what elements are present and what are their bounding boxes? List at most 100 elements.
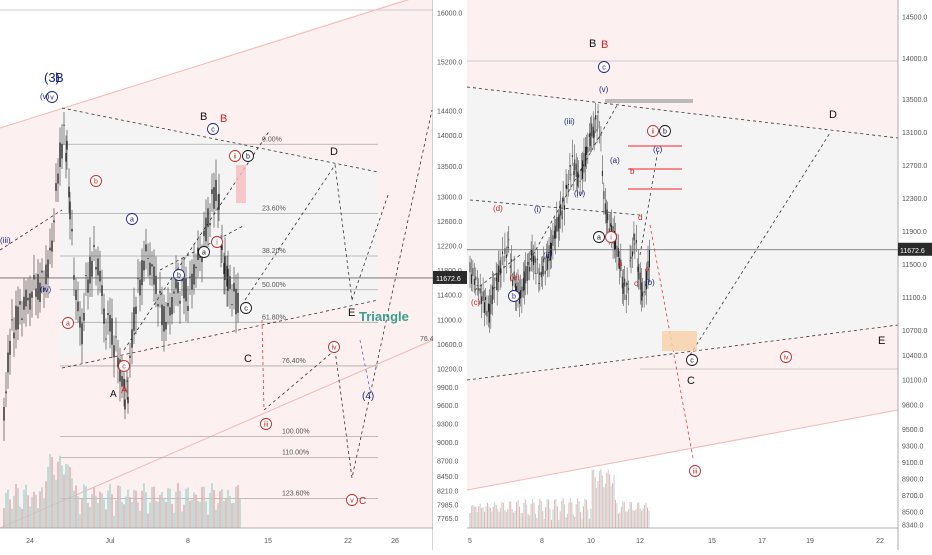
volume-bar bbox=[604, 483, 606, 528]
volume-bar bbox=[235, 486, 237, 528]
wave-B-label: B bbox=[200, 111, 207, 123]
candle-body bbox=[83, 312, 85, 321]
volume-bar bbox=[199, 502, 201, 528]
candle-body bbox=[525, 266, 527, 284]
right-time-tick: 17 bbox=[758, 538, 766, 545]
volume-bar bbox=[191, 499, 193, 528]
left-price-tick: 8210.0 bbox=[437, 489, 459, 496]
candle-body bbox=[626, 283, 628, 286]
candle-body bbox=[68, 186, 70, 198]
candle-body bbox=[544, 270, 546, 275]
candle-body bbox=[550, 243, 552, 256]
candle-body bbox=[66, 140, 68, 150]
candle-body bbox=[495, 277, 497, 282]
candle-body bbox=[620, 259, 622, 271]
volume-bar bbox=[492, 506, 494, 528]
wave-circle bbox=[46, 91, 58, 103]
volume-bar bbox=[25, 484, 27, 528]
wave-d-label: (d) bbox=[493, 204, 503, 213]
candle-body bbox=[153, 266, 155, 285]
volume-bar bbox=[622, 500, 624, 528]
volume-bar bbox=[147, 513, 149, 528]
candle-body bbox=[570, 174, 572, 176]
candle-body bbox=[622, 282, 624, 294]
candle-body bbox=[642, 292, 644, 297]
candle-body bbox=[494, 287, 496, 289]
candle-body bbox=[575, 163, 577, 177]
volume-bar bbox=[9, 499, 11, 528]
wave-e2-label: e bbox=[645, 265, 650, 274]
volume-bar bbox=[561, 500, 563, 528]
candle-body bbox=[111, 318, 113, 345]
candle-body bbox=[199, 255, 201, 259]
candle-body bbox=[634, 243, 636, 245]
fib-label: 123.60% bbox=[282, 491, 310, 498]
volume-bar bbox=[597, 480, 599, 528]
volume-bar bbox=[39, 491, 41, 528]
wave-circle bbox=[90, 175, 102, 187]
wave-v-label: (v) bbox=[599, 85, 609, 94]
volume-bar bbox=[498, 511, 500, 528]
volume-bar bbox=[481, 508, 483, 528]
candle-body bbox=[571, 155, 573, 157]
candle-body bbox=[167, 302, 169, 307]
volume-bar bbox=[179, 490, 181, 528]
volume-bar bbox=[472, 505, 474, 528]
volume-bar bbox=[609, 474, 611, 528]
candle-body bbox=[37, 274, 39, 300]
right-price-tick: 8500.0 bbox=[902, 510, 924, 517]
wave-circle-label: iv bbox=[331, 345, 337, 352]
volume-bar bbox=[83, 484, 85, 528]
volume-bar bbox=[201, 487, 203, 528]
volume-bar bbox=[11, 508, 13, 528]
candle-body bbox=[221, 244, 223, 251]
volume-bar bbox=[548, 499, 550, 528]
candle-body bbox=[79, 316, 81, 328]
volume-bar bbox=[517, 500, 519, 528]
volume-bar bbox=[77, 496, 79, 528]
wave-circle bbox=[689, 465, 701, 477]
candle-body bbox=[565, 184, 567, 189]
candle-body bbox=[539, 272, 541, 275]
left-price-tick: 10600.0 bbox=[437, 342, 462, 349]
path-e-up bbox=[351, 194, 389, 301]
candle-body bbox=[59, 142, 61, 167]
candle-body bbox=[135, 306, 137, 315]
volume-bar bbox=[167, 488, 169, 528]
candle-body bbox=[31, 291, 33, 298]
candle-body bbox=[203, 230, 205, 237]
wave-circle bbox=[240, 302, 252, 314]
candle-body bbox=[215, 179, 217, 202]
candle-body bbox=[553, 230, 555, 239]
volume-bar bbox=[233, 502, 235, 528]
candle-body bbox=[103, 308, 105, 324]
candle-body bbox=[533, 255, 535, 266]
volume-bar bbox=[575, 504, 577, 528]
candle-body bbox=[43, 287, 45, 292]
left-price-tick: 12200.0 bbox=[437, 244, 462, 251]
candle-body bbox=[231, 304, 233, 306]
candle-body bbox=[137, 278, 139, 280]
volume-bar bbox=[81, 498, 83, 528]
wave-circle bbox=[126, 213, 138, 225]
volume-bar bbox=[97, 503, 99, 528]
wave-circle-label: b bbox=[512, 294, 516, 301]
volume-bar bbox=[163, 498, 165, 528]
candle-body bbox=[647, 261, 649, 280]
candle-body bbox=[223, 262, 225, 275]
candle-body bbox=[218, 193, 220, 210]
candle-body bbox=[637, 266, 639, 272]
volume-bar bbox=[475, 506, 477, 528]
wave-v-paren-label: (v) bbox=[40, 92, 50, 101]
candle-body bbox=[485, 297, 487, 301]
wave-circle-label: b bbox=[94, 179, 98, 186]
volume-bar bbox=[219, 491, 221, 528]
wave-circle bbox=[593, 231, 605, 243]
volume-bar bbox=[229, 495, 231, 528]
wave-C-label: C bbox=[687, 375, 695, 387]
wave-circle-label: ii bbox=[651, 129, 655, 136]
candle-body bbox=[27, 297, 29, 301]
candle-body bbox=[473, 278, 475, 285]
wave-ii-label: (ii) bbox=[543, 251, 552, 260]
volume-bar bbox=[211, 483, 213, 528]
